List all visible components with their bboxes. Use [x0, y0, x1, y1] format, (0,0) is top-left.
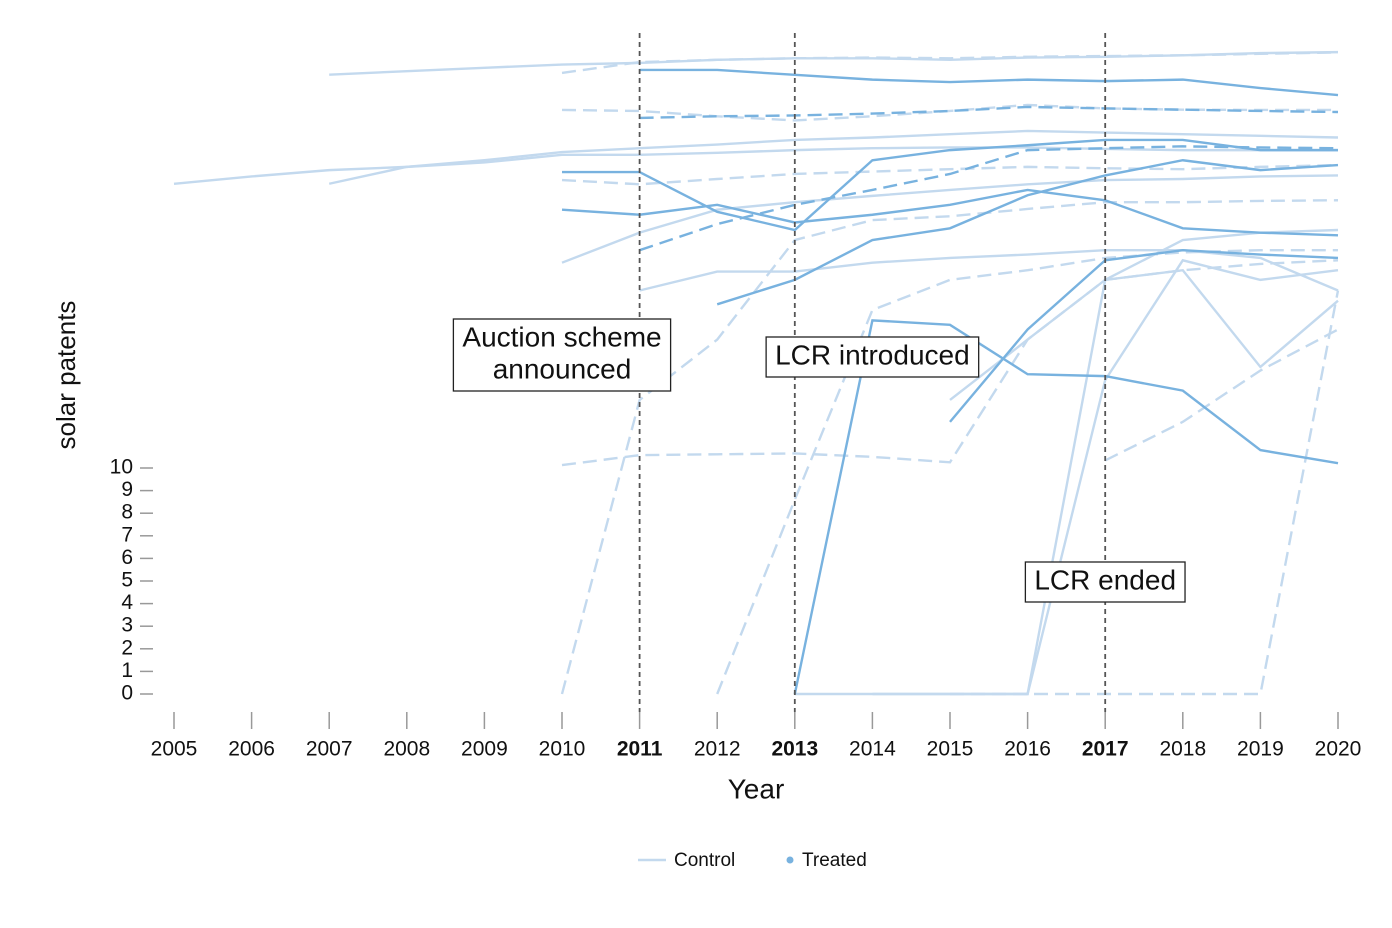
annotation-text: Auction scheme: [462, 321, 661, 352]
annotation-box: [452, 318, 672, 392]
series-line: [562, 138, 1338, 232]
series-line: [561, 259, 1339, 467]
y-tick-label: 0: [121, 682, 133, 705]
series-line: [561, 188, 1339, 237]
x-tick-label: 2015: [927, 738, 974, 761]
annotation-text: LCR ended: [1034, 564, 1176, 595]
y-tick-label: 3: [121, 614, 133, 637]
x-tick-label: 2019: [1237, 738, 1284, 761]
annotation-text: announced: [493, 353, 632, 384]
x-tick-label: 2010: [539, 738, 586, 761]
series-line: [561, 103, 1338, 122]
legend-symbol: [786, 856, 794, 864]
annotation-box: [1024, 561, 1186, 603]
series-line: [716, 248, 1338, 695]
series-line: [561, 163, 1339, 186]
x-tick-label: 2014: [849, 738, 896, 761]
y-tick-label: 9: [121, 478, 133, 501]
series-line: [793, 319, 1339, 695]
series-line: [329, 50, 1339, 76]
series-line: [328, 129, 1339, 185]
x-tick-label: 2016: [1004, 738, 1051, 761]
y-tick-label: 4: [121, 591, 133, 614]
annotation: LCR introduced: [765, 336, 980, 378]
series-line: [949, 268, 1339, 401]
annotation-box: [765, 336, 980, 378]
legend-label: Control: [674, 850, 735, 871]
series-line: [1104, 328, 1339, 462]
x-axis-label: Year: [728, 773, 785, 804]
y-tick-label: 2: [121, 636, 133, 659]
series-line: [561, 51, 1339, 75]
series-line: [639, 68, 1339, 97]
y-axis-label: solar patents: [51, 301, 81, 450]
x-tick-label: 2008: [383, 738, 430, 761]
series-line: [639, 248, 1339, 292]
x-tick-label: 2006: [228, 738, 275, 761]
series-line: [560, 199, 1339, 695]
x-tick-label: 2011: [617, 738, 663, 761]
x-tick-label: 2007: [306, 738, 353, 761]
y-tick-label: 1: [121, 659, 133, 682]
y-tick-label: 10: [110, 456, 133, 479]
y-tick-label: 5: [121, 569, 133, 592]
annotation-text: LCR introduced: [775, 339, 970, 370]
x-tick-label: 2018: [1159, 738, 1206, 761]
series-group: [173, 50, 1340, 696]
legend-label: Treated: [802, 850, 867, 871]
series-line: [716, 159, 1339, 306]
series-line: [173, 146, 1338, 185]
series-line: [561, 174, 1339, 264]
x-tick-label: 2005: [151, 738, 198, 761]
series-line: [949, 248, 1339, 423]
annotation: LCR ended: [1024, 561, 1186, 603]
x-tick-label: 2020: [1315, 738, 1362, 761]
series-line: [639, 105, 1339, 120]
y-tick-label: 7: [121, 523, 133, 546]
x-tick-label: 2017: [1082, 738, 1129, 761]
x-tick-label: 2013: [771, 738, 818, 761]
series-line: [794, 258, 1339, 696]
x-tick-label: 2012: [694, 738, 741, 761]
series-line: [950, 290, 1340, 696]
y-tick-label: 6: [121, 546, 133, 569]
series-line: [639, 145, 1339, 252]
x-tick-label: 2009: [461, 738, 508, 761]
y-tick-label: 8: [121, 501, 133, 524]
